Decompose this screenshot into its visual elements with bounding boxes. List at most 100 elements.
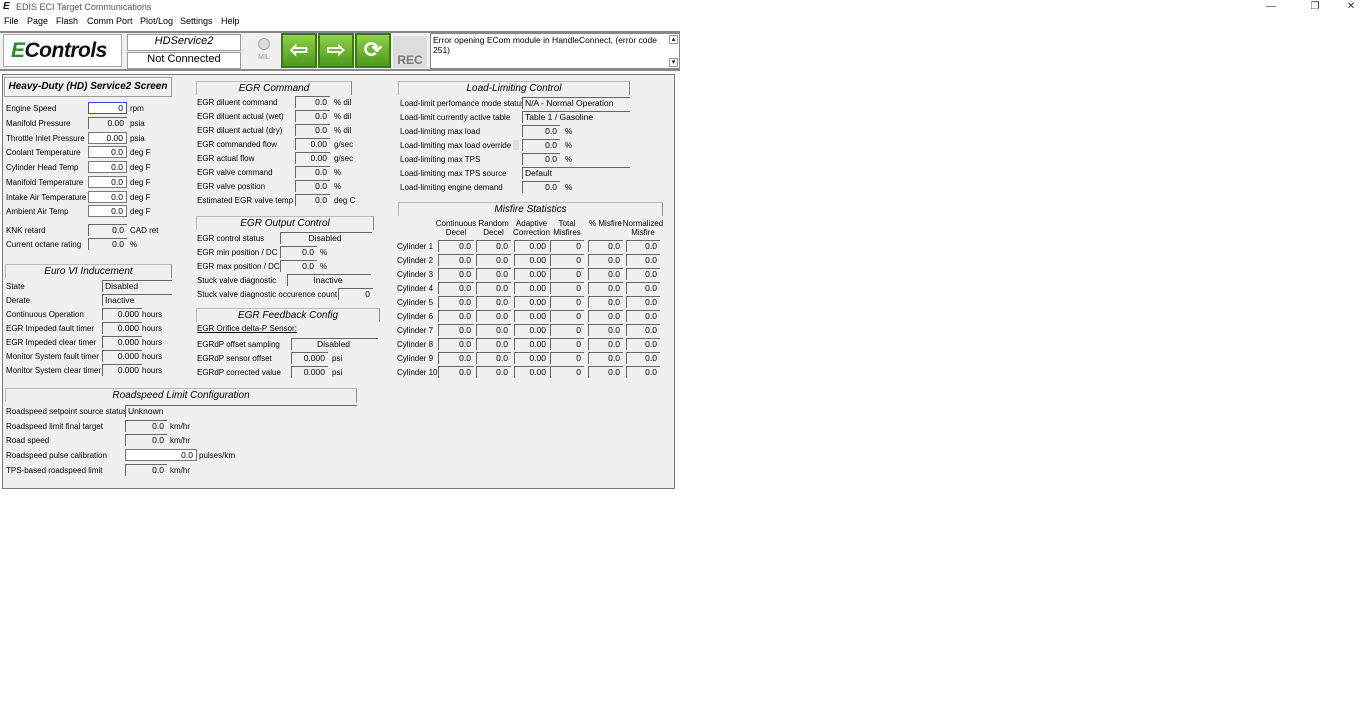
egr-cmd-value: 0.0 [295,194,330,206]
euro-unit: hours [142,338,163,347]
load-unit: % [565,141,573,150]
misfire-cell: 0.0 [588,268,623,280]
cylinder-label: Cylinder 9 [397,354,434,363]
egr-cmd-unit: % dil [334,98,352,107]
engine-value[interactable]: 0 [88,102,127,114]
egr-out-value: 0 [338,288,373,300]
euro-value: Disabled [102,280,172,292]
close-button[interactable]: ✕ [1346,1,1356,12]
egr-cmd-label: EGR diluent actual (wet) [197,112,284,121]
engine-label: Coolant Temperature [6,148,81,157]
euro-label: Derate [6,296,31,305]
service-name: HDService2 [127,34,241,51]
menu-plot-log[interactable]: Plot/Log [140,16,174,26]
euro-unit: hours [142,366,163,375]
engine-unit: deg F [130,163,151,172]
misfire-cell: 0.0 [438,282,474,294]
override-handle[interactable] [513,140,519,150]
engine-unit: deg F [130,178,151,187]
misfire-cell: 0.0 [626,254,660,266]
misfire-cell: 0 [550,240,584,252]
egr-cmd-unit: deg C [334,196,356,205]
cylinder-label: Cylinder 10 [397,368,438,377]
misfire-cell: 0.0 [476,338,511,350]
egr-out-label: EGR control status [197,234,265,243]
euro-label: Monitor System fault timer [6,352,99,361]
misfire-cell: 0.0 [476,282,511,294]
engine-value[interactable]: 0.0 [88,161,127,173]
refresh-icon: ⟳ [363,37,383,62]
engine-unit: rpm [130,104,144,113]
next-page-button[interactable]: ⇨ [318,33,354,68]
menu-help[interactable]: Help [221,16,240,26]
load-unit: % [565,155,573,164]
egr-out-value: Disabled [280,232,372,244]
egr-cmd-label: EGR diluent actual (dry) [197,126,283,135]
engine-value[interactable]: 0.00 [88,132,127,144]
roadspeed-label: Roadspeed limit final target [6,422,103,431]
cylinder-label: Cylinder 1 [397,242,434,251]
egr-cmd-unit: g/sec [334,140,354,149]
load-label: Load-limit perfomance mode status [400,99,525,108]
maximize-button[interactable]: ❐ [1310,1,1320,12]
engine-value[interactable]: 0.0 [88,176,127,188]
egr-cmd-label: EGR valve position [197,182,266,191]
euro-value: Inactive [102,294,172,306]
euro-value: 0.000 [102,336,142,348]
menu-settings[interactable]: Settings [180,16,213,26]
minimize-button[interactable]: — [1266,1,1276,12]
engine-value[interactable]: 0.0 [88,146,127,158]
engine-label: Intake Air Temperature [6,193,87,202]
egr-fb-label: EGRdP offset sampling [197,340,280,349]
menu-file[interactable]: File [4,16,19,26]
load-value: Table 1 / Gasoline [522,111,630,123]
cylinder-label: Cylinder 3 [397,270,434,279]
misfire-cell: 0.0 [438,296,474,308]
cylinder-label: Cylinder 4 [397,284,434,293]
previous-page-button[interactable]: ⇦ [281,33,317,68]
euro-label: EGR Impeded clear timer [6,338,97,347]
misfire-cell: 0.0 [626,296,660,308]
engine-unit: deg F [130,148,151,157]
engine-unit: CAD ret [130,226,159,235]
misfire-cell: 0.0 [438,324,474,336]
euro-label: Monitor System clear timer [6,366,102,375]
refresh-button[interactable]: ⟳ [355,33,391,68]
egr-cmd-unit: % dil [334,126,352,135]
misfire-cell: 0.00 [514,310,549,322]
egr-cmd-value: 0.00 [295,138,330,150]
scroll-down-button[interactable]: ▾ [669,58,678,67]
misfire-cell: 0.0 [438,240,474,252]
load-label: Load-limiting max load override [400,141,512,150]
misfire-column-header: Total Misfires [553,219,581,237]
engine-value: 0.00 [88,117,127,129]
misfire-cell: 0.0 [476,366,511,378]
engine-value: 0.0 [88,238,127,250]
euro-header: Euro VI Inducement [5,264,172,278]
load-value: 0.0 [522,139,560,151]
misfire-cell: 0 [550,310,584,322]
cylinder-label: Cylinder 5 [397,298,434,307]
egr-fb-value: 0.000 [291,352,328,364]
record-button[interactable]: REC [393,36,427,68]
menu-flash[interactable]: Flash [56,16,79,26]
misfire-cell: 0.0 [588,254,623,266]
misfire-cell: 0.0 [588,296,623,308]
roadspeed-value: Unknown [125,405,357,417]
engine-unit: % [130,240,138,249]
cylinder-label: Cylinder 6 [397,312,434,321]
egr-out-label: EGR max position / DC [197,262,280,271]
load-label: Load-limiting max TPS source [400,169,507,178]
misfire-cell: 0.00 [514,324,549,336]
engine-value[interactable]: 0.0 [88,191,127,203]
roadspeed-value[interactable]: 0.0 [125,449,197,461]
misfire-cell: 0.0 [626,268,660,280]
engine-value[interactable]: 0.0 [88,205,127,217]
menu-comm-port[interactable]: Comm Port [87,16,133,26]
misfire-cell: 0.0 [626,310,660,322]
egr-out-value: 0.0 [280,246,317,258]
misfire-cell: 0.0 [476,324,511,336]
roadspeed-unit: km/hr [170,422,190,431]
scroll-up-button[interactable]: ▴ [669,35,678,44]
menu-page[interactable]: Page [27,16,49,26]
